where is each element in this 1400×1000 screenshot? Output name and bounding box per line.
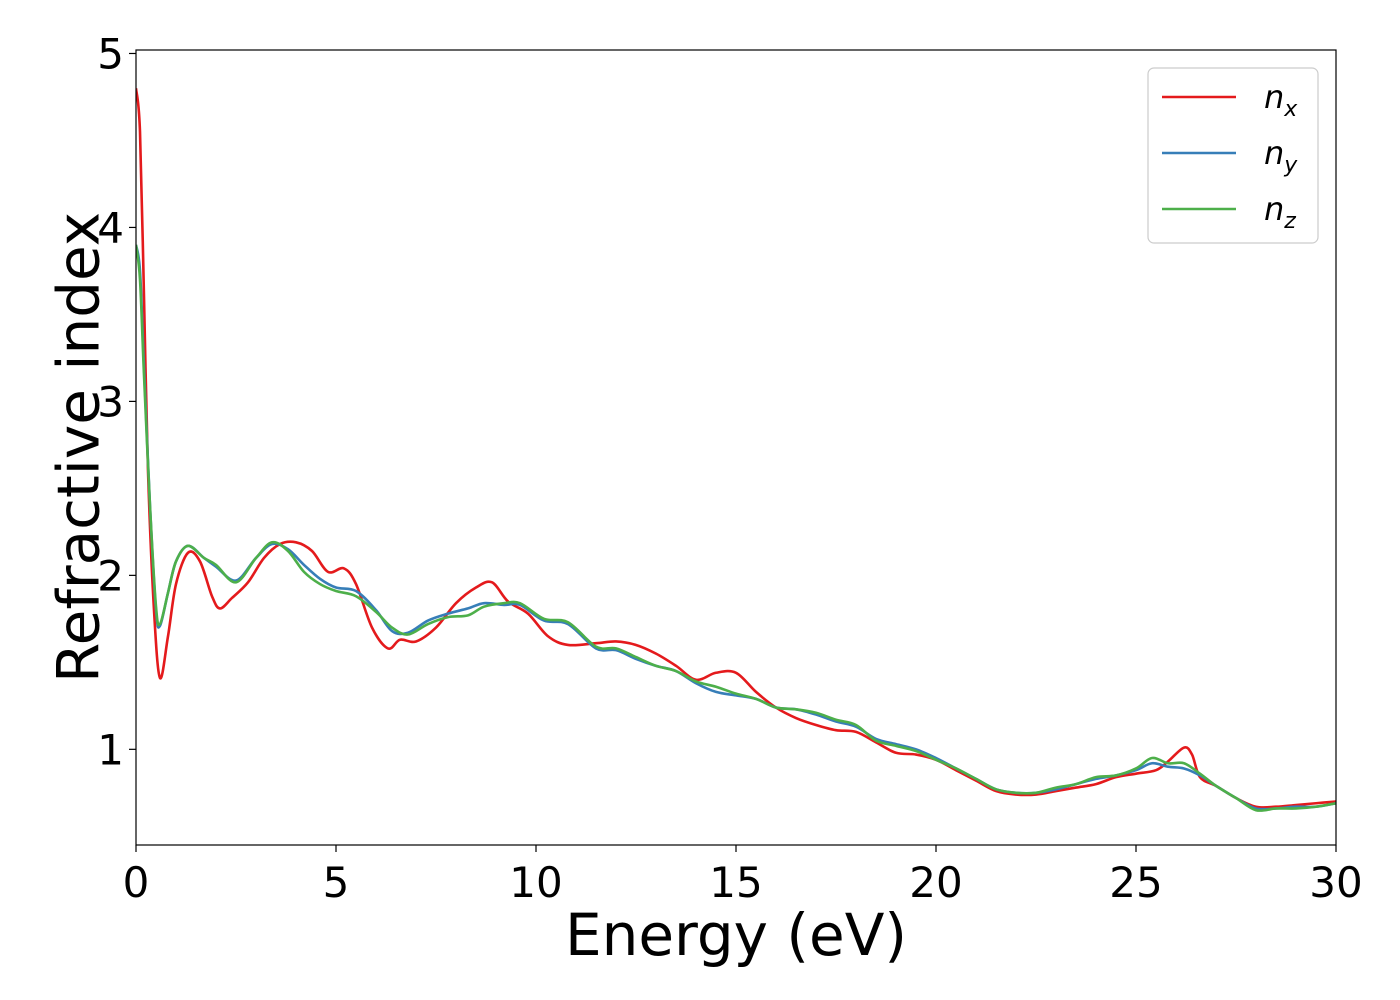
y-tick-label: 4 — [97, 203, 124, 252]
x-tick-label: 0 — [123, 858, 150, 907]
x-tick-label: 15 — [709, 858, 762, 907]
y-tick-label: 5 — [97, 29, 124, 78]
legend-label-x: nx — [1264, 78, 1298, 122]
y-axis-ticks: 1 2 3 4 5 — [97, 29, 136, 774]
x-tick-label: 30 — [1309, 858, 1362, 907]
x-tick-label: 20 — [909, 858, 962, 907]
y-axis-label: Refractive index — [44, 212, 112, 683]
y-tick-label: 1 — [97, 725, 124, 774]
legend: nx ny nz — [1147, 67, 1319, 244]
legend-label-z: nz — [1264, 190, 1296, 234]
series-line-x — [136, 88, 1336, 809]
legend-label-y: ny — [1264, 134, 1298, 178]
x-tick-label: 10 — [509, 858, 562, 907]
x-axis-ticks: 0 5 10 15 20 25 30 — [123, 845, 1363, 907]
legend-box — [1147, 67, 1319, 244]
plot-lines — [136, 88, 1336, 813]
y-tick-label: 3 — [97, 377, 124, 426]
x-tick-label: 25 — [1109, 858, 1162, 907]
x-tick-label: 5 — [323, 858, 350, 907]
series-line-z — [136, 244, 1336, 813]
x-axis-label: Energy (eV) — [565, 901, 907, 969]
y-tick-label: 2 — [97, 551, 124, 600]
